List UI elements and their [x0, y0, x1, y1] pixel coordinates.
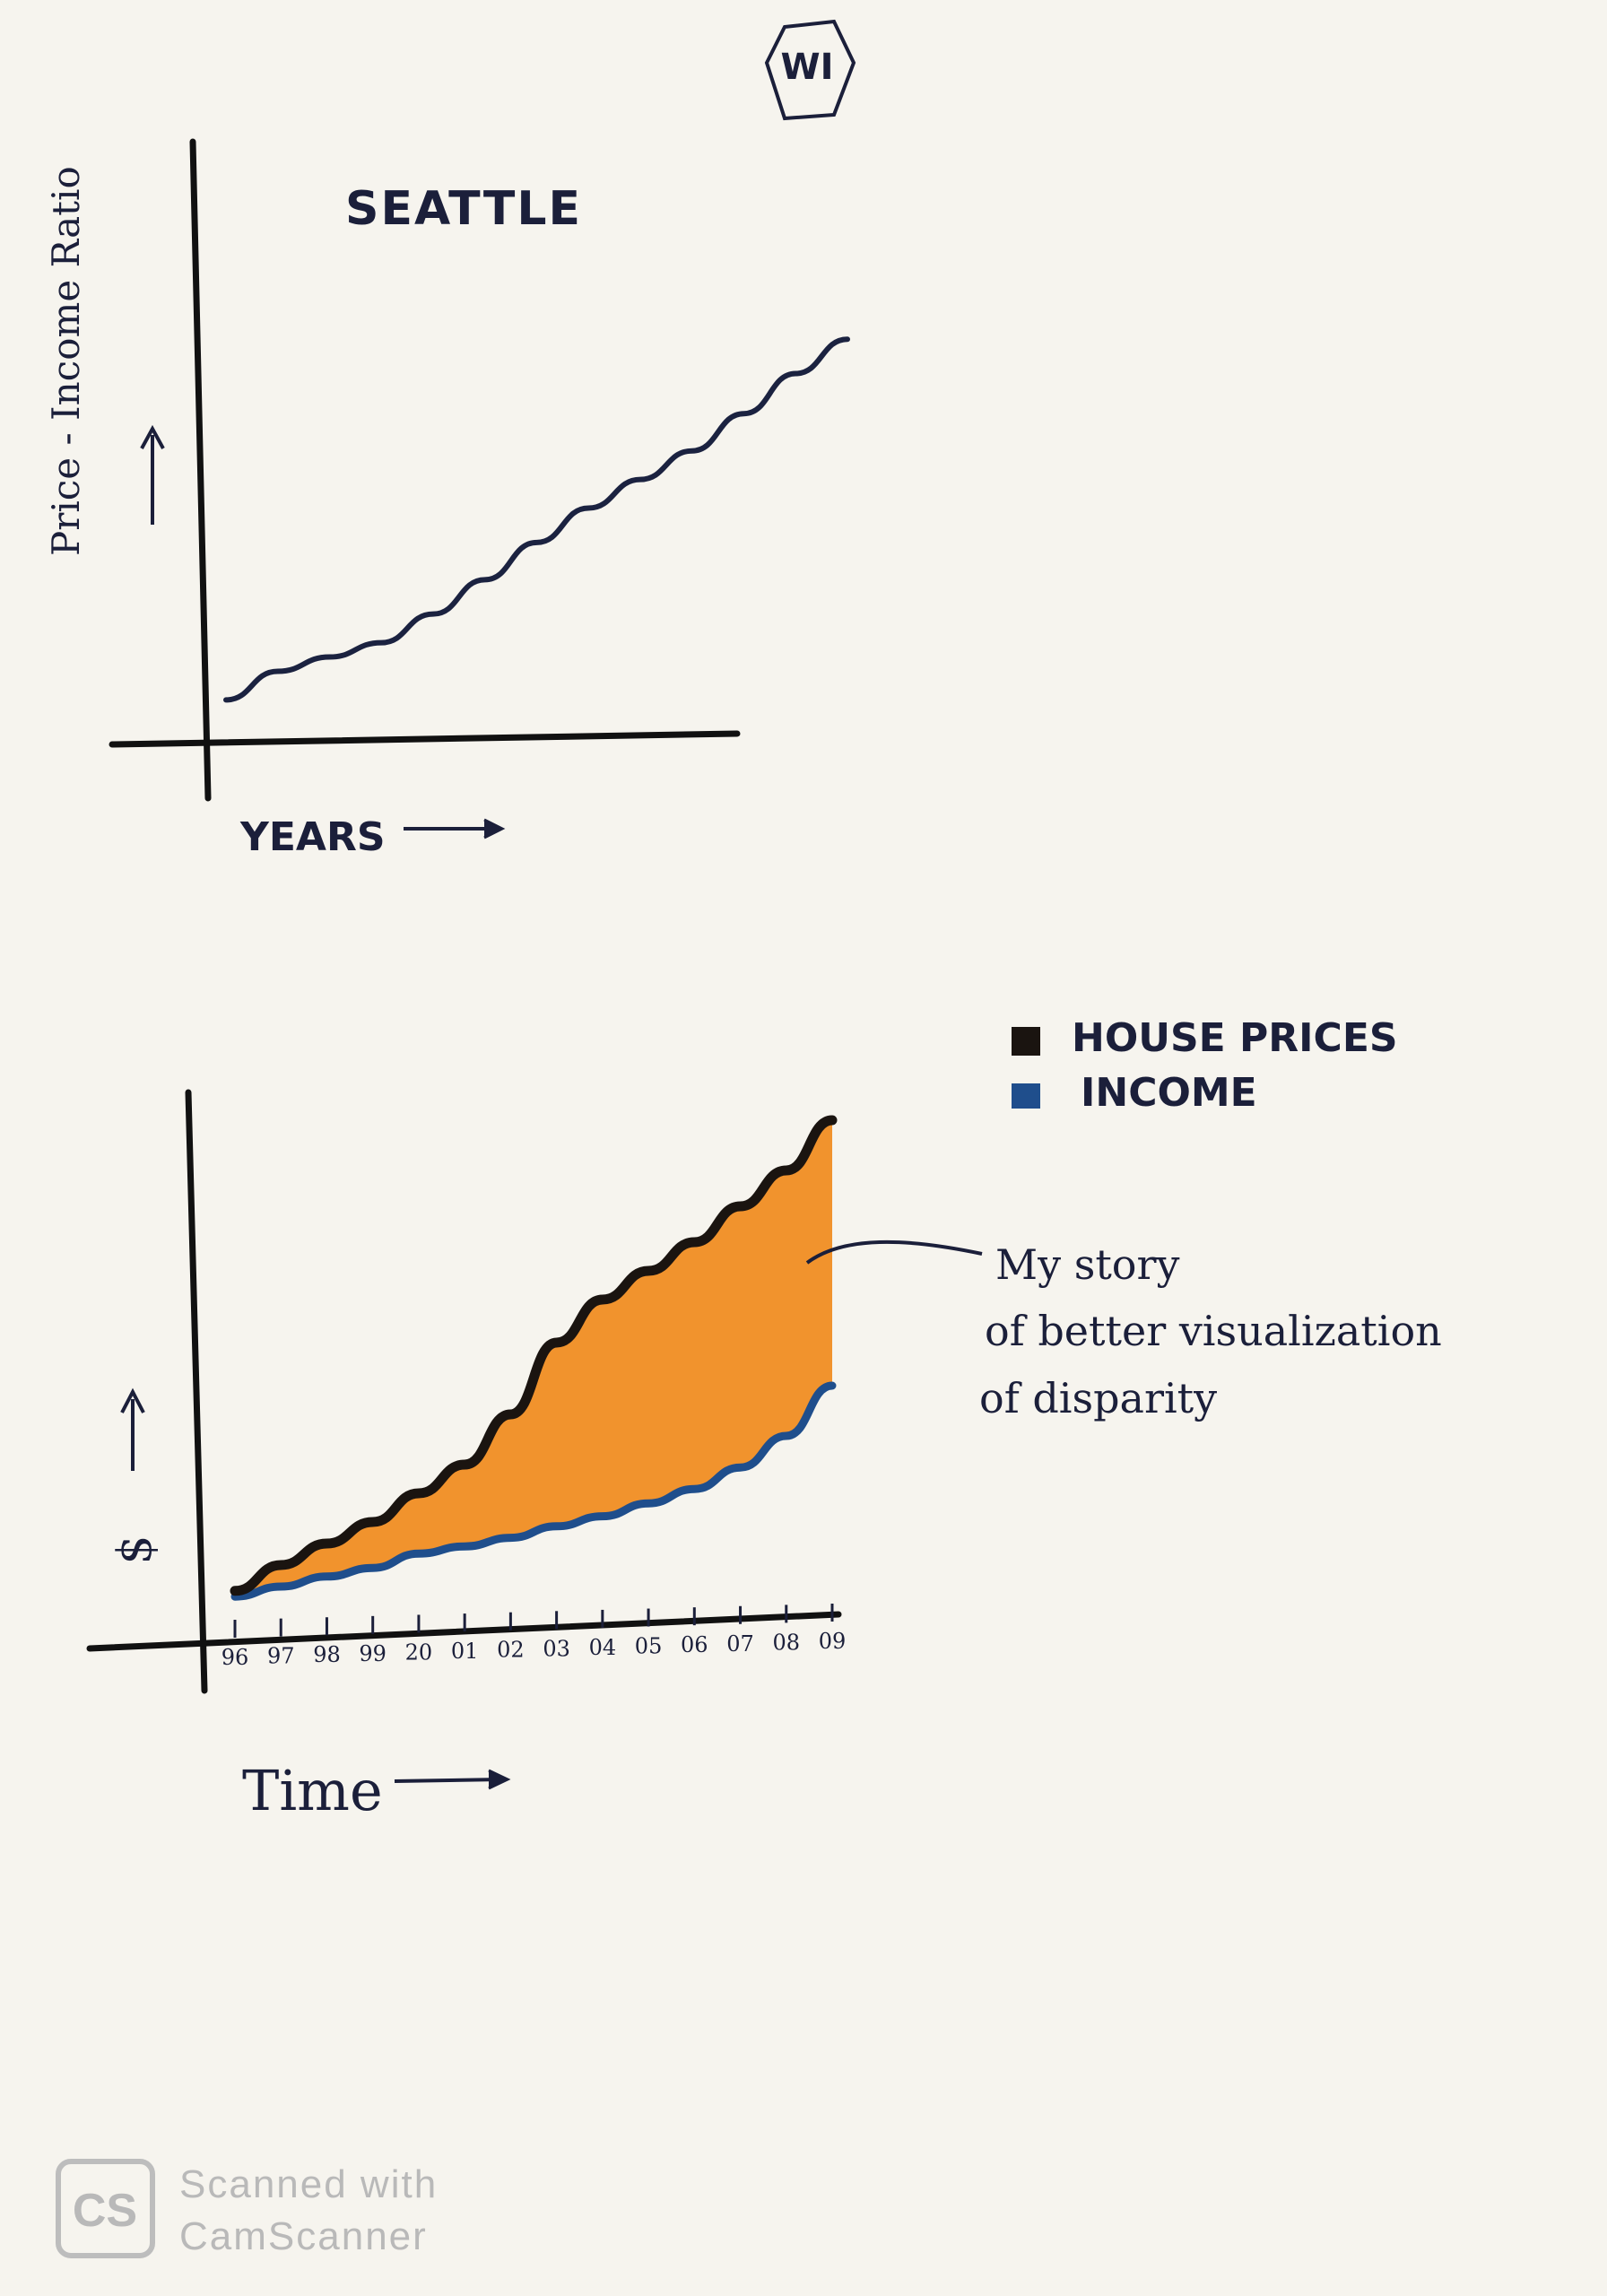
camscanner-logo-text: CS: [73, 2185, 137, 2237]
seattle-y-axis: [189, 138, 212, 802]
watermark-line-1: Scanned with: [179, 2162, 438, 2206]
annotation-line-1: My story: [995, 1240, 1179, 1289]
x-tick-label: 05: [635, 1634, 663, 1659]
seattle-y-arrow: [140, 424, 165, 525]
seattle-title: SEATTLE: [345, 182, 582, 236]
x-tick-label: 03: [543, 1636, 570, 1661]
x-tick-label: 09: [819, 1629, 847, 1654]
disparity-y-axis: [185, 1089, 208, 1694]
income-line: [230, 1381, 837, 1601]
disparity-fill: [235, 1120, 832, 1597]
chart-disparity: 96 97 98 99 20 01 02 03 04 05 06 07 08 09 $ Time HOUS…: [86, 1015, 1442, 1823]
seattle-series-line: [223, 336, 850, 703]
x-tick-label: 04: [589, 1635, 617, 1660]
seattle-y-label: Price - Income Ratio: [44, 166, 88, 556]
badge-text: WI: [780, 47, 833, 88]
annotation-line-2: of better visualization: [985, 1307, 1442, 1355]
camscanner-logo-icon: [56, 2159, 155, 2258]
legend-swatch-income: [1012, 1083, 1040, 1109]
chart-seattle: SEATTLE Price - Income Ratio YEARS: [44, 138, 850, 860]
legend-label-house-prices: HOUSE PRICES: [1072, 1015, 1398, 1061]
x-tick-label: 07: [726, 1631, 754, 1657]
seattle-x-axis: [109, 730, 741, 748]
badge: WI: [764, 19, 856, 121]
camscanner-watermark: CS Scanned with CamScanner: [56, 2159, 438, 2258]
x-tick-label: 01: [451, 1639, 479, 1664]
disparity-x-arrow: [394, 1769, 511, 1790]
x-tick-label: 06: [681, 1632, 708, 1657]
disparity-legend: HOUSE PRICES INCOME: [1012, 1015, 1398, 1116]
disparity-annotation: My story of better visualization of disp…: [805, 1239, 1442, 1422]
disparity-x-label: Time: [242, 1758, 383, 1823]
x-tick-label: 97: [267, 1644, 295, 1669]
x-tick-label: 20: [405, 1639, 433, 1665]
x-tick-label: 08: [772, 1630, 800, 1655]
annotation-line-3: of disparity: [979, 1374, 1217, 1422]
seattle-x-arrow: [404, 818, 506, 839]
x-tick-label: 02: [497, 1638, 525, 1663]
disparity-y-arrow: [120, 1387, 145, 1471]
legend-label-income: INCOME: [1081, 1070, 1257, 1116]
x-tick-label: 98: [313, 1642, 341, 1667]
legend-swatch-house-prices: [1012, 1027, 1040, 1056]
seattle-x-label: YEARS: [239, 814, 386, 860]
house-prices-line: [230, 1115, 838, 1596]
x-tick-label: 96: [222, 1645, 249, 1670]
disparity-x-ticks: 96 97 98 99 20 01 02 03 04 05 06 07 08 09: [222, 1604, 847, 1670]
disparity-y-label: $: [109, 1535, 162, 1564]
watermark-line-2: CamScanner: [179, 2214, 428, 2258]
x-tick-label: 99: [359, 1641, 387, 1666]
